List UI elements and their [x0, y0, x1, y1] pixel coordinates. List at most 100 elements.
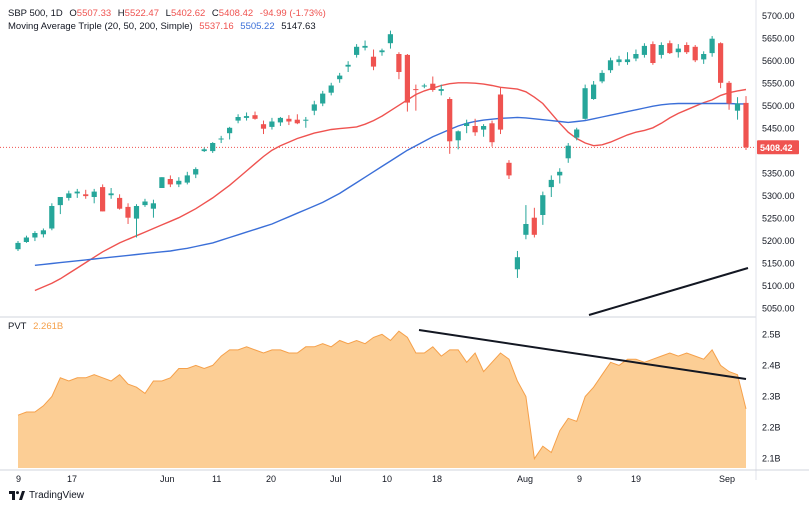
candle-body [548, 179, 554, 188]
candle [277, 116, 283, 126]
candle-body [574, 129, 580, 138]
candle-body [641, 45, 647, 55]
pvt-value: 2.261B [33, 321, 64, 332]
candle [243, 112, 250, 121]
candle-body [328, 85, 334, 93]
candle [447, 97, 453, 154]
candle [218, 135, 224, 144]
candle [574, 127, 580, 141]
trendlines[interactable] [418, 267, 749, 380]
candle-body [252, 115, 258, 119]
price-tick-label: 5550.00 [762, 79, 795, 89]
candle-body [565, 145, 571, 159]
candle-body [616, 59, 622, 63]
candle-body [269, 121, 275, 127]
candle [362, 40, 368, 51]
time-tick-label: 17 [67, 474, 77, 484]
candle-body [320, 93, 326, 104]
candle-body [591, 84, 597, 99]
candle [675, 44, 681, 58]
candle-body [464, 123, 470, 126]
ma20-value: 5537.16 [199, 21, 234, 32]
candle [193, 167, 199, 179]
candle [328, 82, 334, 96]
candle-body [557, 171, 563, 176]
candle [201, 147, 207, 153]
candle-body [260, 124, 267, 129]
candle [294, 114, 300, 125]
candle [481, 124, 487, 137]
time-tick-label: Aug [517, 474, 533, 484]
candle-body [531, 217, 537, 235]
pvt-tick-label: 2.1B [762, 454, 781, 464]
candle-body [227, 127, 233, 134]
candle-body [633, 54, 639, 59]
candle [684, 42, 690, 55]
ma-50-line [34, 102, 746, 266]
pvt-trendline [418, 329, 747, 380]
candle-body [379, 50, 385, 53]
candle-body [514, 257, 520, 270]
candle-body [506, 162, 512, 176]
candle [23, 235, 29, 243]
candle [438, 84, 444, 96]
candle [91, 188, 97, 204]
candle-body [83, 194, 89, 197]
candle-body [345, 64, 351, 67]
candle [40, 228, 46, 238]
candle-body [15, 242, 21, 250]
candle-body [201, 149, 207, 152]
candle-body [74, 191, 80, 194]
candle [379, 48, 385, 56]
candle [633, 49, 639, 62]
price-tick-label: 5450.00 [762, 124, 795, 134]
price-tick-label: 5050.00 [762, 304, 795, 314]
candle [599, 70, 605, 84]
candle [252, 111, 258, 120]
candle [100, 184, 106, 212]
ma50-value: 5505.22 [240, 21, 275, 32]
candle-body [57, 197, 63, 206]
candle-body [167, 179, 173, 185]
candle [176, 177, 182, 188]
ma-label: Moving Average Triple (20, 50, 200, Simp… [8, 21, 193, 32]
candle-body [413, 89, 419, 91]
candle [32, 231, 38, 242]
pvt-legend: PVT 2.261B [8, 321, 67, 333]
candle-body [303, 119, 309, 121]
price-tick-label: 5150.00 [762, 259, 795, 269]
candle-body [472, 126, 478, 133]
price-tick-label: 5250.00 [762, 214, 795, 224]
candle-body [277, 117, 283, 123]
candle [303, 116, 309, 128]
candle-body [582, 88, 588, 119]
candle [523, 205, 529, 240]
candle-body [734, 103, 741, 111]
price-tick-label: 5300.00 [762, 191, 795, 201]
pvt-tick-label: 2.5B [762, 329, 781, 339]
candle-body [718, 43, 724, 83]
tradingview-logo[interactable]: TradingView [9, 490, 84, 501]
candle-body [667, 43, 673, 54]
candle [548, 175, 554, 197]
candle [701, 51, 707, 64]
current-price-tag-label: 5408.42 [760, 143, 793, 153]
candle [66, 190, 72, 201]
candle [117, 194, 123, 210]
candle-body [743, 102, 749, 148]
candle [15, 241, 21, 251]
candle-body [624, 59, 631, 63]
price-legend: SBP 500, 1D O5507.33 H5522.47 L5402.62 C… [8, 8, 330, 20]
candle [472, 118, 478, 136]
candle [133, 204, 140, 238]
candle [743, 96, 749, 150]
close-label: C [211, 8, 219, 19]
candle-body [430, 83, 436, 90]
candle [531, 207, 537, 238]
candle [108, 188, 114, 199]
chart-frame [0, 0, 809, 480]
pvt-tick-label: 2.4B [762, 360, 781, 370]
candle [624, 52, 631, 65]
candle [337, 72, 343, 83]
